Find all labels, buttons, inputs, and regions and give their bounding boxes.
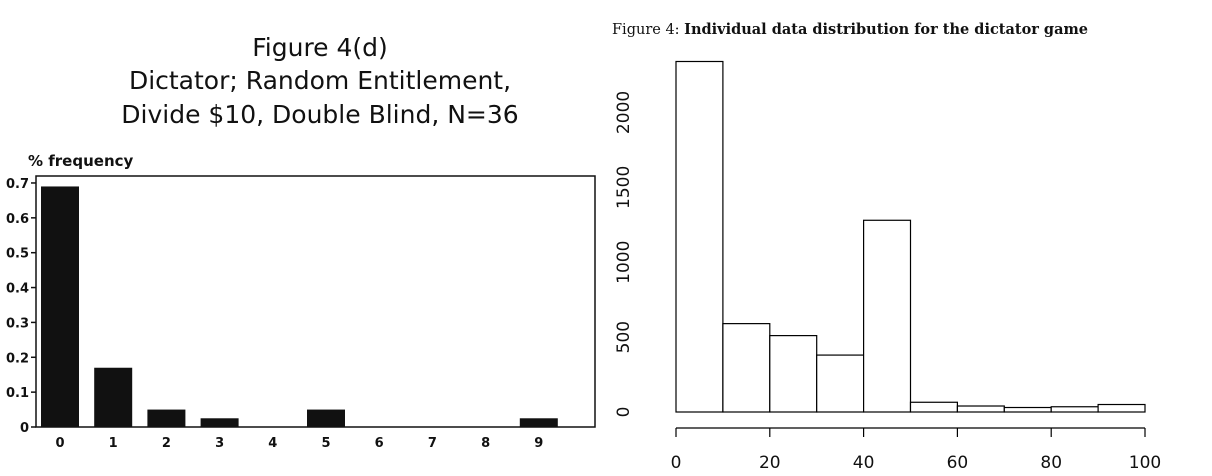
x-tick-label: 1	[109, 436, 118, 451]
histogram-bar	[1003, 406, 1052, 413]
figure-4d-panel: Figure 4(d) Dictator; Random Entitlement…	[0, 0, 604, 476]
figure-4-panel: Figure 4: Individual data distribution f…	[604, 0, 1212, 476]
y-tick-label: 500	[614, 321, 634, 353]
y-tick-label: 1500	[614, 166, 634, 209]
x-tick-label: 7	[428, 436, 437, 451]
histogram-bar	[816, 354, 865, 413]
x-tick-label: 6	[375, 436, 384, 451]
x-tick-label: 0	[55, 436, 64, 451]
histogram-bar	[722, 323, 771, 413]
bar	[200, 418, 239, 427]
y-tick-label: 0.7	[6, 177, 29, 192]
x-tick-label: 20	[759, 453, 781, 473]
histogram-bar	[863, 219, 912, 413]
y-tick-label: 0.2	[6, 351, 29, 366]
histogram-bar	[1050, 406, 1099, 413]
x-tick-label: 9	[534, 436, 543, 451]
x-tick-label: 80	[1040, 453, 1062, 473]
figure-caption-text: Individual data distribution for the dic…	[684, 21, 1089, 38]
bar	[147, 409, 186, 427]
x-tick-label: 5	[321, 436, 330, 451]
bar	[413, 427, 452, 428]
figure-caption-prefix: Figure 4:	[612, 22, 685, 38]
y-tick-label: 0.5	[6, 247, 29, 262]
y-tick-label: 0.1	[6, 386, 29, 401]
chart-title: Figure 4(d)	[252, 33, 388, 62]
bar	[94, 367, 133, 427]
y-tick-label: 0.4	[6, 282, 29, 297]
bar	[253, 427, 292, 428]
histogram-bar	[909, 401, 959, 413]
x-tick-label: 60	[947, 453, 969, 473]
x-tick-label: 3	[215, 436, 224, 451]
y-tick-label: 0	[20, 421, 29, 436]
x-tick-label: 100	[1129, 453, 1161, 473]
x-tick-label: 0	[671, 453, 682, 473]
bar	[519, 418, 558, 427]
x-tick-label: 2	[162, 436, 171, 451]
x-tick-label: 40	[853, 453, 875, 473]
x-tick-label: 4	[268, 436, 277, 451]
y-axis-label: % frequency	[28, 152, 134, 170]
histogram-bar	[956, 405, 1005, 413]
figure-caption: Figure 4: Individual data distribution f…	[612, 21, 1088, 38]
y-tick-label: 0.6	[6, 212, 29, 227]
bar	[466, 427, 505, 428]
chart-subtitle-line-2: Divide $10, Double Blind, N=36	[121, 100, 519, 129]
y-tick-label: 0.3	[6, 316, 29, 331]
y-tick-label: 1000	[614, 241, 634, 284]
chart-subtitle-line-1: Dictator; Random Entitlement,	[128, 66, 512, 95]
x-tick-label: 8	[481, 436, 490, 451]
bar	[41, 186, 79, 427]
histogram-bar	[675, 60, 724, 413]
histogram-bar	[769, 335, 818, 413]
figure-4d-bar-chart: 0 0.1 0.2 0.3 0.4 0.5 0.6 0.7 0 1 2 3 4 5 6 7 8 9	[6, 175, 596, 451]
bar	[307, 409, 345, 427]
y-tick-label: 0	[614, 407, 634, 418]
histogram-bar	[1097, 403, 1146, 413]
bar	[360, 427, 399, 428]
y-tick-label: 2000	[614, 91, 634, 134]
